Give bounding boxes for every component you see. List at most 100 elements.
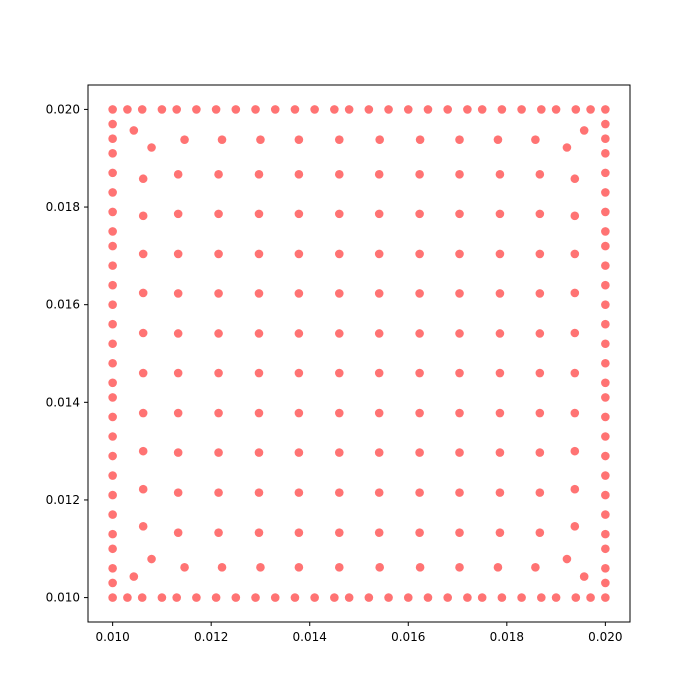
data-point	[108, 529, 117, 539]
data-point	[310, 593, 319, 602]
data-point	[601, 105, 610, 114]
data-point	[108, 261, 117, 270]
data-point	[214, 528, 223, 537]
data-point	[254, 368, 264, 378]
data-point	[415, 249, 424, 259]
data-point	[231, 105, 241, 114]
data-point	[374, 329, 384, 338]
data-point	[570, 328, 580, 338]
data-point	[231, 593, 241, 602]
data-point	[570, 522, 580, 531]
data-point	[497, 105, 507, 114]
data-point	[374, 448, 384, 457]
data-point	[310, 105, 319, 114]
data-point	[108, 510, 117, 519]
data-point	[497, 593, 507, 602]
data-point	[108, 207, 117, 217]
data-point	[173, 249, 183, 259]
data-point	[254, 249, 264, 259]
y-axis: 0.010 0.012 0.014 0.016 0.018 0.020	[46, 102, 88, 605]
data-point	[294, 408, 304, 418]
data-point	[601, 207, 610, 217]
data-point	[455, 488, 464, 497]
data-point	[562, 143, 572, 152]
data-point	[108, 105, 117, 114]
data-point	[108, 471, 117, 480]
data-point	[403, 593, 413, 602]
data-point	[403, 105, 413, 114]
data-point	[601, 490, 610, 500]
data-point	[562, 554, 572, 564]
data-point	[601, 227, 610, 236]
y-tick-label: 0.020	[46, 102, 80, 116]
data-point	[579, 572, 589, 581]
data-point	[374, 249, 384, 259]
data-point	[214, 448, 223, 457]
data-point	[334, 448, 344, 457]
data-point	[254, 329, 264, 338]
data-point	[415, 408, 424, 418]
data-point	[251, 593, 260, 602]
data-point	[256, 563, 265, 572]
y-tick-label: 0.012	[46, 493, 80, 507]
data-point	[294, 170, 304, 179]
data-point	[108, 378, 117, 388]
data-point	[157, 105, 167, 114]
data-point	[535, 249, 545, 259]
data-point	[551, 593, 561, 602]
data-point	[108, 319, 117, 329]
data-point	[443, 105, 452, 114]
data-point	[108, 300, 117, 309]
data-point	[294, 249, 304, 259]
x-tick-label: 0.016	[391, 630, 425, 644]
data-point	[384, 593, 393, 602]
data-point	[214, 408, 223, 418]
data-point	[251, 105, 260, 114]
data-point	[586, 593, 595, 602]
data-point	[173, 528, 183, 537]
data-point	[531, 563, 540, 572]
data-point	[443, 593, 452, 602]
data-point	[294, 135, 304, 144]
data-point	[495, 249, 505, 259]
data-point	[294, 368, 304, 378]
data-point	[601, 544, 610, 554]
data-point	[108, 490, 117, 500]
data-point	[138, 446, 148, 456]
data-point	[601, 529, 610, 539]
data-point	[455, 448, 464, 457]
data-point	[173, 170, 183, 179]
data-point	[173, 209, 183, 219]
data-point	[415, 563, 425, 572]
data-point	[455, 528, 464, 537]
data-point	[108, 168, 117, 178]
data-point	[517, 593, 526, 602]
data-point	[217, 563, 227, 572]
data-point	[601, 378, 610, 388]
data-point	[601, 241, 610, 251]
data-point	[601, 149, 610, 158]
data-point	[517, 105, 526, 114]
data-point	[172, 593, 181, 602]
data-point	[108, 593, 117, 602]
data-point	[108, 149, 117, 158]
data-point	[294, 289, 304, 298]
data-point	[344, 105, 354, 114]
x-tick-label: 0.018	[490, 630, 524, 644]
data-point	[601, 319, 610, 329]
data-point	[254, 408, 264, 418]
data-point	[601, 432, 610, 441]
data-point	[535, 408, 545, 418]
data-point	[495, 528, 505, 537]
data-point	[334, 488, 344, 497]
data-point	[495, 488, 505, 497]
data-point	[334, 135, 344, 144]
data-point	[535, 528, 545, 537]
data-point	[570, 288, 580, 298]
data-point	[108, 227, 117, 236]
data-point	[374, 488, 384, 497]
data-point	[415, 448, 424, 457]
data-point	[535, 329, 545, 338]
data-point	[455, 368, 464, 378]
data-point	[254, 488, 264, 497]
